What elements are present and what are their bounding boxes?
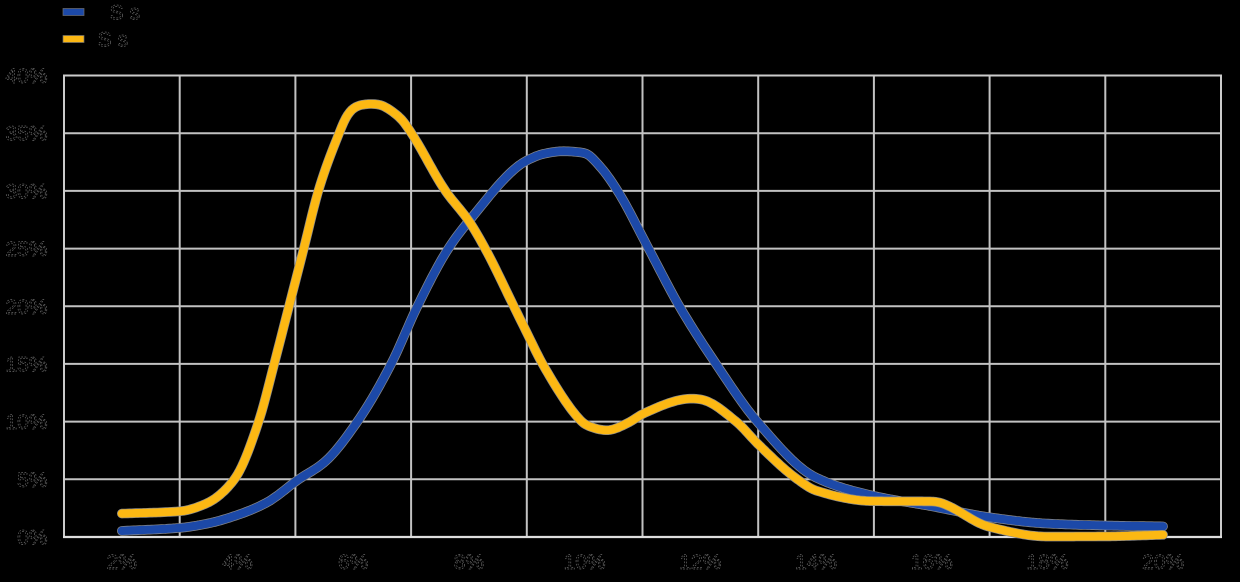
svg-text:6%: 6% [338, 551, 368, 574]
svg-text:S: S [98, 29, 112, 52]
svg-text:18%: 18% [1026, 551, 1068, 574]
svg-text:20%: 20% [5, 296, 47, 319]
svg-text:8%: 8% [454, 551, 484, 574]
svg-text:16%: 16% [911, 551, 953, 574]
svg-text:0%: 0% [17, 527, 47, 550]
svg-text:12%: 12% [679, 551, 721, 574]
svg-text:4%: 4% [222, 551, 252, 574]
svg-text:30%: 30% [5, 180, 47, 203]
svg-text:35%: 35% [5, 123, 47, 146]
svg-text:15%: 15% [5, 353, 47, 376]
svg-text:S: S [110, 2, 124, 25]
svg-text:s: s [118, 29, 129, 52]
svg-text:20%: 20% [1142, 551, 1184, 574]
svg-text:2%: 2% [107, 551, 137, 574]
svg-text:14%: 14% [795, 551, 837, 574]
svg-text:10%: 10% [5, 411, 47, 434]
svg-text:25%: 25% [5, 238, 47, 261]
svg-text:10%: 10% [564, 551, 606, 574]
svg-text:40%: 40% [5, 65, 47, 88]
svg-text:s: s [130, 2, 141, 25]
svg-text:5%: 5% [17, 469, 47, 492]
